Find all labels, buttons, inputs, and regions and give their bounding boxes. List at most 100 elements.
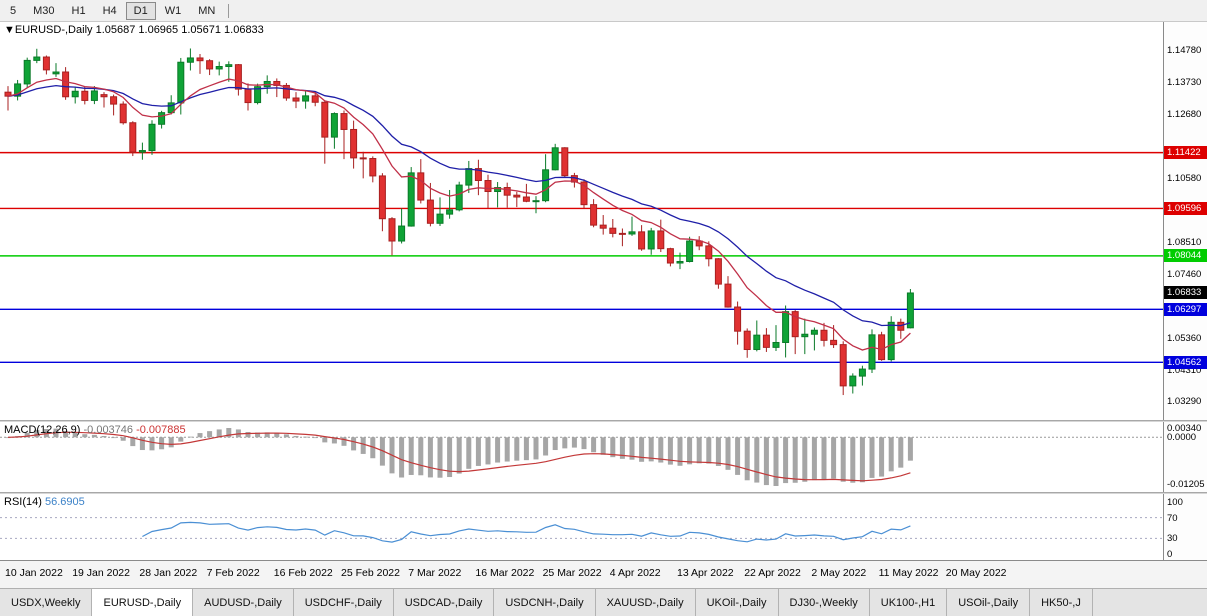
tab-uk100-h1[interactable]: UK100-,H1: [869, 589, 948, 616]
date-label: 10 Jan 2022: [5, 567, 63, 579]
candle-body: [609, 227, 617, 234]
price-plot[interactable]: ▼EURUSD-,Daily 1.05687 1.06965 1.05671 1…: [0, 22, 1163, 420]
date-label: 19 Jan 2022: [72, 567, 130, 579]
candle-body: [465, 168, 473, 186]
rsi-chart-canvas: [0, 517, 1163, 543]
candle-body: [196, 57, 204, 62]
macd-chart-canvas: [0, 428, 1163, 486]
date-label: 25 Mar 2022: [542, 567, 602, 579]
timeframe-mn[interactable]: MN: [190, 2, 223, 20]
macd-bar: [648, 437, 654, 462]
candle-body: [839, 344, 847, 387]
tab-usdcnh-daily[interactable]: USDCNH-,Daily: [494, 589, 596, 616]
candle-body: [734, 306, 742, 332]
timeframe-5[interactable]: 5: [2, 2, 24, 20]
timeframe-w1[interactable]: W1: [157, 2, 190, 20]
candle-body: [830, 339, 838, 346]
candle-body: [42, 56, 50, 71]
candle-body: [906, 292, 914, 329]
macd-plot[interactable]: MACD(12,26,9) -0.003746 -0.007885: [0, 422, 1163, 492]
macd-bar: [418, 437, 424, 476]
price-chart-canvas: [0, 48, 1163, 396]
date-label: 13 Apr 2022: [677, 567, 734, 579]
pane-splitter[interactable]: [0, 492, 1207, 494]
date-label: 7 Mar 2022: [408, 567, 462, 579]
timeframe-h1[interactable]: H1: [64, 2, 94, 20]
tab-usdchf-daily[interactable]: USDCHF-,Daily: [293, 589, 394, 616]
macd-bar: [341, 437, 347, 446]
toolbar-separator: [228, 3, 230, 18]
macd-bar: [639, 437, 645, 462]
macd-title: MACD(12,26,9) -0.003746 -0.007885: [4, 424, 186, 436]
macd-bar: [821, 437, 827, 480]
date-label: 28 Jan 2022: [139, 567, 198, 579]
candle-body: [887, 321, 895, 361]
price-axis-label: 1.04310: [1167, 364, 1202, 376]
price-axis[interactable]: 1.14780 1.13730 1.12680 1.10580 1.08510 1.074…: [1163, 22, 1207, 420]
timeframe-m30[interactable]: M30: [25, 2, 62, 20]
macd-bar: [600, 437, 606, 455]
macd-bar: [552, 437, 558, 451]
tab-usoil-daily[interactable]: USOil-,Daily: [947, 589, 1031, 616]
candle-body: [129, 122, 137, 153]
candle-body: [714, 258, 722, 285]
macd-axis[interactable]: 0.00340 0.0000 -0.01205: [1163, 422, 1207, 492]
candle-body: [801, 333, 809, 338]
candle-body: [810, 329, 818, 335]
macd-bar: [869, 437, 875, 478]
rsi-axis[interactable]: 100 70 30 0: [1163, 494, 1207, 560]
macd-bar: [408, 437, 414, 475]
candle-body: [676, 260, 684, 264]
macd-bar: [907, 437, 913, 461]
macd-bar: [226, 428, 232, 438]
tab-usdcad-daily[interactable]: USDCAD-,Daily: [393, 589, 495, 616]
date-axis[interactable]: 10 Jan 2022 19 Jan 2022 28 Jan 2022 7 Feb 2…: [0, 560, 1207, 588]
candle-body: [791, 311, 799, 338]
candle-body: [167, 102, 175, 114]
pane-splitter[interactable]: [0, 420, 1207, 422]
candle-body: [138, 150, 146, 153]
macd-axis-label: -0.01205: [1167, 479, 1205, 490]
candle-body: [580, 181, 588, 206]
tab-ukoil-daily[interactable]: UKOil-,Daily: [695, 589, 779, 616]
macd-label: MACD(12,26,9): [4, 424, 81, 436]
macd-bar: [831, 437, 837, 479]
macd-bar: [360, 437, 366, 454]
macd-bar: [514, 437, 520, 461]
rsi-value: 56.6905: [44, 496, 85, 508]
timeframe-toolbar: 5 M30 H1 H4 D1 W1 MN: [0, 0, 1207, 22]
tab-eurusd-daily[interactable]: EURUSD-,Daily: [92, 589, 194, 616]
candle-body: [14, 83, 22, 97]
macd-axis-label: 0.00340: [1167, 423, 1202, 434]
candle-body: [302, 95, 310, 102]
candle-body: [542, 169, 550, 202]
rsi-line: [142, 521, 911, 543]
tab-hk50-j[interactable]: HK50-,J: [1030, 589, 1093, 616]
price-level-badge: 1.09596: [1164, 201, 1207, 215]
candle-body: [858, 368, 866, 377]
candle-body: [743, 330, 751, 351]
macd-bar: [667, 437, 673, 465]
candle-body: [81, 90, 89, 101]
price-axis-label: 1.05360: [1167, 332, 1202, 344]
macd-bar: [696, 437, 702, 464]
tab-usdx-weekly[interactable]: USDX,Weekly: [0, 589, 93, 616]
macd-bar: [264, 432, 270, 438]
candle-body: [503, 187, 511, 196]
macd-bar: [139, 437, 145, 451]
chart-marker-icon: ▼: [4, 24, 15, 36]
chart-stack: ▼EURUSD-,Daily 1.05687 1.06965 1.05671 1…: [0, 22, 1207, 588]
macd-bar: [744, 437, 750, 481]
macd-bar: [120, 437, 126, 441]
timeframe-h4[interactable]: H4: [95, 2, 125, 20]
candle-body: [762, 334, 770, 348]
candle-body: [33, 56, 41, 61]
price-axis-label: 1.12680: [1167, 109, 1202, 121]
tab-audusd-daily[interactable]: AUDUSD-,Daily: [193, 589, 294, 616]
tab-dj30-weekly[interactable]: DJ30-,Weekly: [778, 589, 870, 616]
candle-body: [705, 245, 713, 260]
timeframe-d1[interactable]: D1: [125, 1, 156, 20]
tab-xauusd-daily[interactable]: XAUUSD-,Daily: [595, 589, 696, 616]
rsi-plot[interactable]: RSI(14) 56.6905: [0, 494, 1163, 560]
rsi-label: RSI(14): [4, 496, 42, 508]
